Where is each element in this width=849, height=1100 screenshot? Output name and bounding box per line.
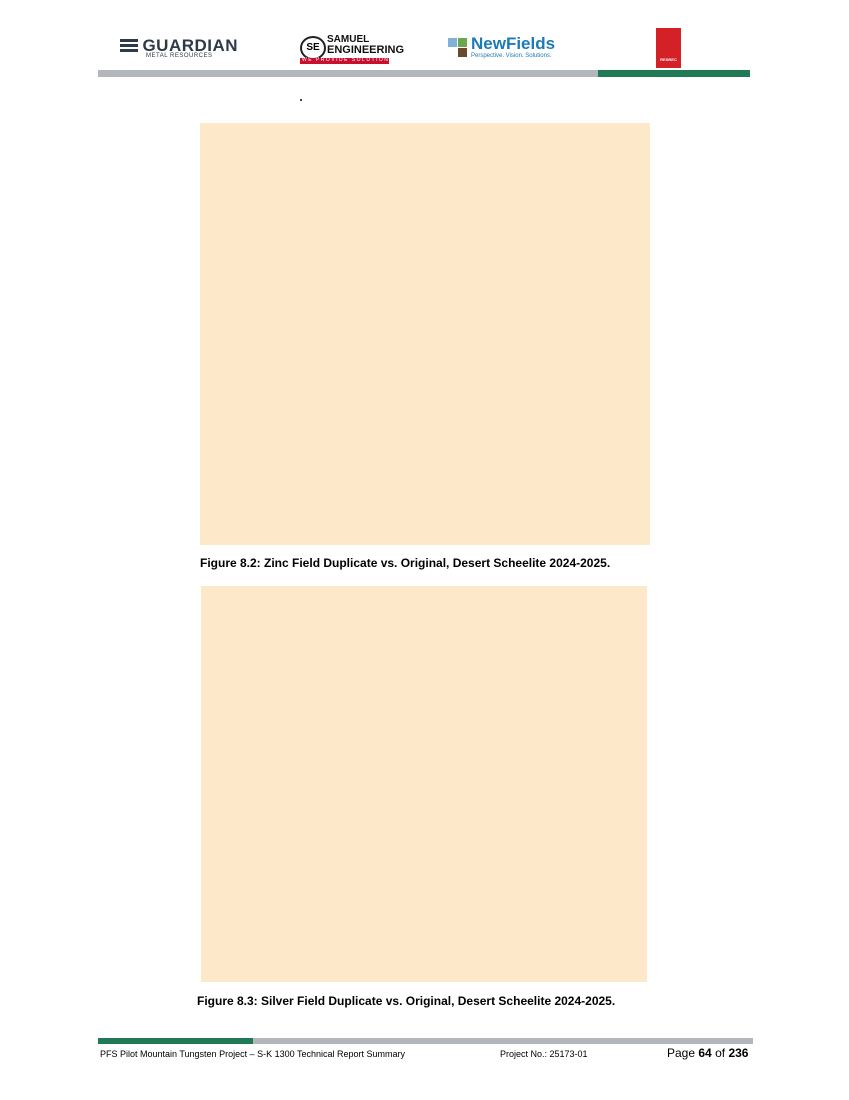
zinc-duplicate-chart: Zinc Duplicate vs. Original0100020003000… [200,123,652,545]
footer-report-title: PFS Pilot Mountain Tungsten Project – S-… [100,1049,405,1059]
chart-background [201,586,647,982]
samuel-engineering-logo: SE SAMUEL ENGINEERING WE PROVIDE SOLUTIO… [300,34,404,64]
figure-caption-zinc: Figure 8.2: Zinc Field Duplicate vs. Ori… [200,556,611,570]
guardian-logo-name: GUARDIAN [142,36,239,55]
footer-project-number: Project No.: 25173-01 [500,1049,588,1059]
resrec-logo: RESREC [656,28,681,68]
stray-dot [300,99,302,101]
header-logos: GUARDIAN METAL RESOURCES SE SAMUEL ENGIN… [98,28,750,68]
page-current: 64 [698,1046,712,1060]
figure-caption-silver: Figure 8.3: Silver Field Duplicate vs. O… [197,994,616,1008]
samuel-logo-line1: SAMUEL [327,34,370,45]
samuel-logo-bar [300,58,389,64]
resrec-logo-name: RESREC [660,57,677,62]
page-of: of [715,1046,726,1060]
samuel-logo-line2: ENGINEERING [327,44,405,56]
silver-duplicate-chart: Silver Duplicate vs. Original01020304050… [201,586,647,982]
footer-page-number: Page 64 of 236 [667,1046,748,1060]
header-rule [98,70,750,77]
guardian-mark-icon [120,39,138,54]
chart-background [200,123,650,545]
newfields-logo-name: NewFields [471,34,556,53]
guardian-logo-sub: METAL RESOURCES [146,53,213,59]
footer-rule [98,1038,753,1044]
newfields-squares-icon [448,38,468,58]
page-total: 236 [728,1046,749,1060]
guardian-logo: GUARDIAN METAL RESOURCES [120,36,239,59]
newfields-logo-tagline: Perspective. Vision. Solutions. [471,53,552,59]
samuel-logo-tagline: WE PROVIDE SOLUTIONS [302,57,395,63]
page-word: Page [667,1046,696,1060]
